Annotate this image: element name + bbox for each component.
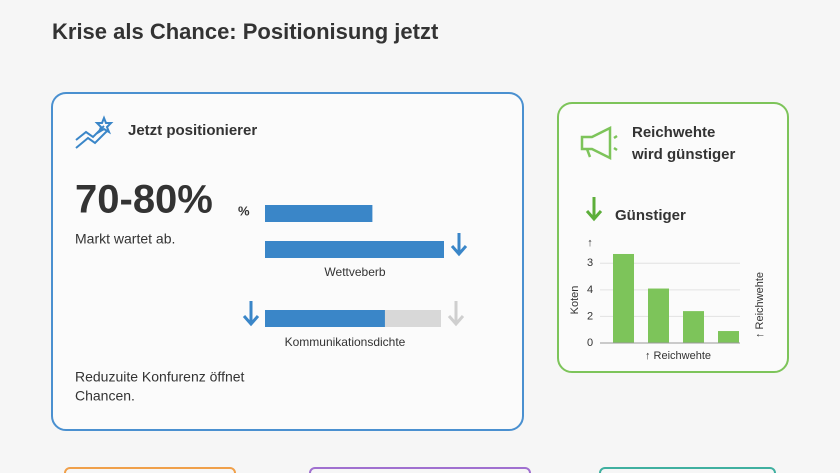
bar — [718, 331, 739, 343]
x-axis-label: ↑ Reichwehte — [645, 350, 711, 362]
y-tick-label: 2 — [587, 310, 593, 322]
axis-arrow: ↑ — [587, 237, 593, 249]
y-axis-label: Koten — [569, 286, 581, 315]
arrow-icon — [447, 301, 465, 327]
bar — [265, 310, 385, 327]
bar — [265, 241, 444, 258]
bar-label: Wettveberb — [324, 265, 385, 279]
card-title: Reichwehte — [632, 124, 715, 141]
page-title: Krise als Chance: Positionisung jetzt — [52, 19, 439, 44]
y-tick-label: 4 — [587, 284, 593, 296]
card-title: wird günstiger — [631, 146, 736, 163]
bar — [648, 288, 669, 343]
bar — [265, 205, 373, 222]
footer-text: Reduzuite Konfurenz öffnet — [75, 369, 245, 385]
left-card — [51, 92, 524, 431]
y-tick-label: 3 — [587, 257, 593, 269]
card-edge — [64, 467, 236, 473]
megaphone-icon — [580, 125, 618, 161]
big-value: 70-80% — [75, 178, 213, 222]
bar — [613, 253, 634, 343]
bar-label: Kommunikationsdichte — [285, 335, 406, 349]
caption: Markt wartet ab. — [75, 231, 175, 247]
badge: Günstiger — [615, 207, 686, 224]
arrow-icon — [242, 233, 468, 327]
y2-axis-label: ↑ Reichwehte — [754, 272, 766, 338]
arrow-icon — [585, 197, 603, 222]
big-unit: % — [238, 203, 250, 218]
y-tick-label: 0 — [587, 337, 593, 349]
card-title: Jetzt positionierer — [128, 122, 257, 139]
trend-icon — [75, 115, 114, 149]
card-edge — [599, 467, 776, 473]
footer-text: Chancen. — [75, 388, 135, 404]
card-edge — [309, 467, 531, 473]
bar — [683, 311, 704, 343]
